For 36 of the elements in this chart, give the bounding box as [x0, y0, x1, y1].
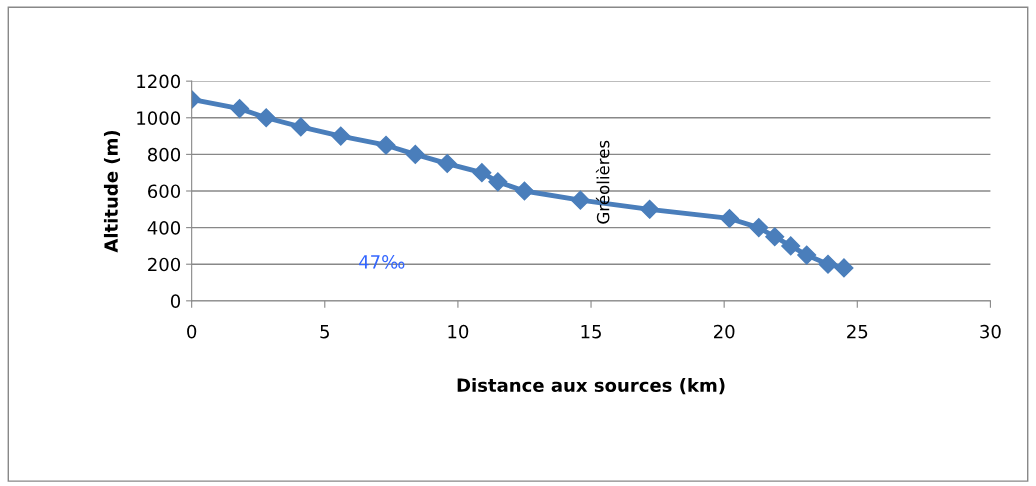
- x-tick-label: 30: [980, 324, 1001, 339]
- y-tick-label: 200: [148, 257, 181, 272]
- point: [834, 258, 854, 278]
- y-tick-label: 400: [147, 221, 181, 235]
- point: [765, 227, 785, 247]
- x-tick-label: 0: [187, 324, 197, 339]
- y-tick-label: 1000: [137, 111, 181, 125]
- point: [405, 144, 425, 164]
- x-tick-label: 5: [320, 325, 329, 339]
- point: [376, 135, 396, 155]
- point: [818, 254, 838, 274]
- y-tick-label: 600: [148, 184, 181, 199]
- x-tick-label: 10: [448, 324, 469, 339]
- point: [488, 172, 508, 192]
- point: [719, 208, 740, 228]
- point: [797, 245, 817, 265]
- y-tick-label: 0: [170, 294, 181, 308]
- x-axis-title: Distance aux sources (km): [457, 378, 725, 395]
- point: [230, 99, 250, 119]
- point: [781, 236, 801, 256]
- x-tick-label: 20: [714, 324, 735, 339]
- point: [256, 108, 276, 128]
- annotation: Gréolières: [595, 140, 610, 224]
- y-tick-label: 800: [148, 147, 181, 162]
- point: [291, 117, 311, 137]
- point: [640, 199, 660, 219]
- point: [749, 218, 769, 238]
- point: [514, 181, 535, 201]
- x-tick-label: 15: [581, 325, 601, 339]
- point: [331, 126, 351, 146]
- x-tick-label: 25: [847, 324, 868, 339]
- point: [570, 190, 590, 210]
- point: [472, 163, 492, 183]
- y-tick-label: 1200: [137, 74, 181, 89]
- point: [437, 154, 457, 174]
- y-axis-title: Altitude (m): [103, 130, 121, 253]
